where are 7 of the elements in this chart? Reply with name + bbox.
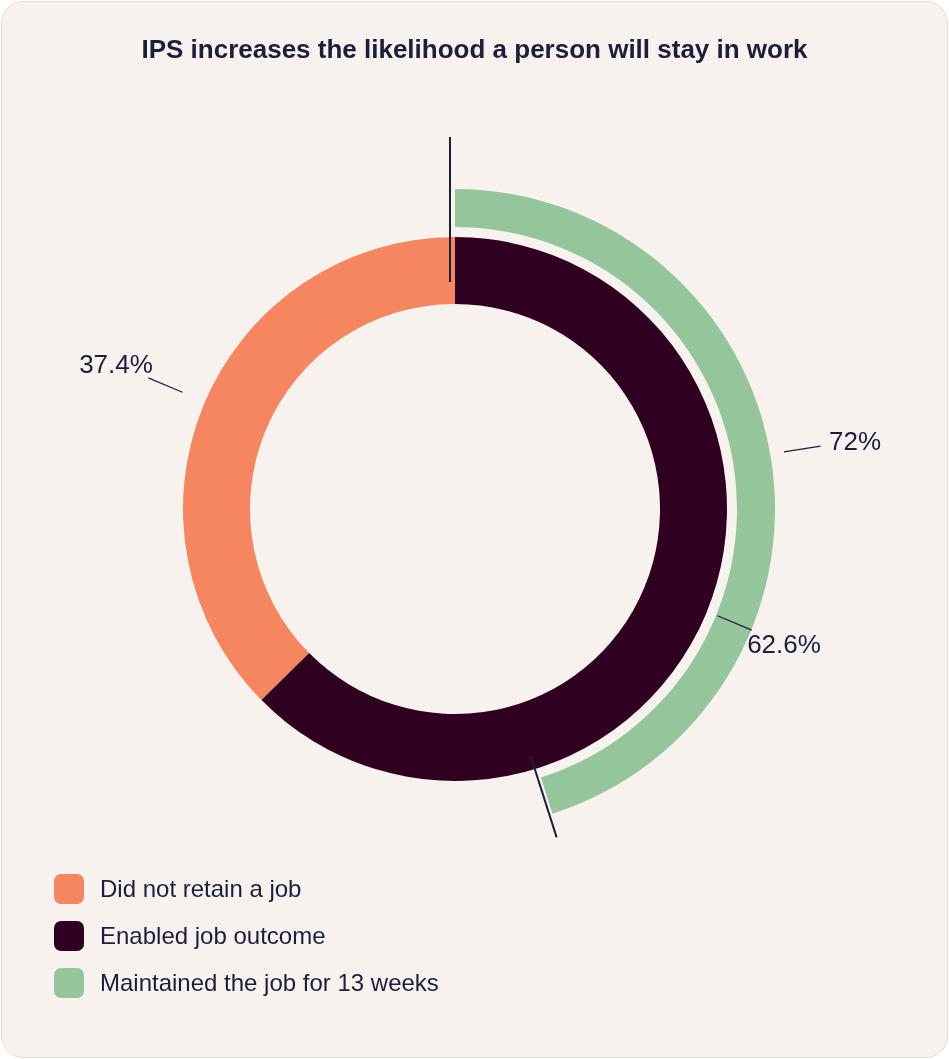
legend-label: Did not retain a job xyxy=(100,875,302,903)
data-label: 62.6% xyxy=(747,628,821,659)
data-label: 72% xyxy=(829,425,882,456)
legend-label: Maintained the job for 13 weeks xyxy=(100,969,439,997)
data-label: 37.4% xyxy=(79,349,153,380)
legend-label: Enabled job outcome xyxy=(100,922,326,950)
chart-title: IPS increases the likelihood a person will stay in work xyxy=(140,34,809,65)
